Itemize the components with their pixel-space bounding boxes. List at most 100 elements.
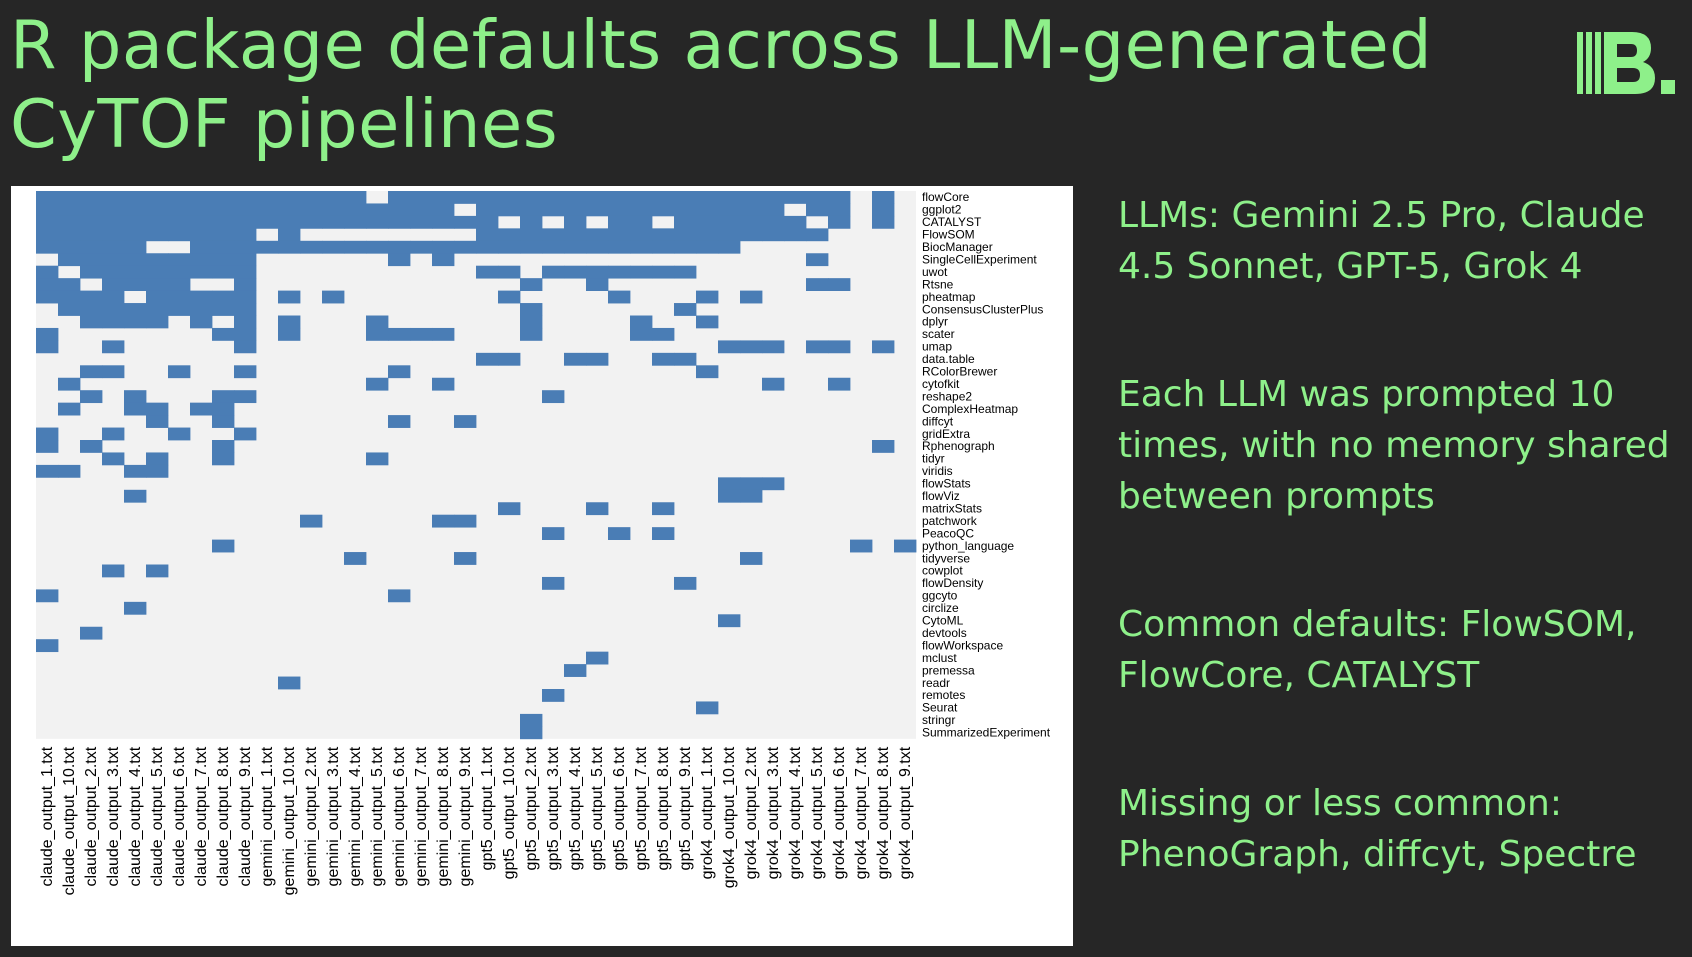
heatmap-cell [872, 203, 895, 217]
heatmap-cell [146, 564, 169, 578]
heatmap-cell [806, 278, 829, 291]
heatmap-cell [58, 464, 81, 478]
heatmap-cell [256, 240, 279, 254]
heatmap-cell [674, 240, 697, 254]
heatmap-cell [278, 290, 301, 304]
heatmap-cell [608, 203, 631, 217]
heatmap-cell [498, 290, 521, 304]
heatmap-cell [168, 265, 191, 279]
row-label: ggcyto [922, 589, 958, 603]
column-label: grok4_output_9.txt [897, 746, 914, 879]
heatmap-cell [564, 352, 587, 366]
heatmap-cell [608, 240, 631, 254]
heatmap-cell [696, 215, 719, 229]
heatmap-cell [432, 240, 455, 254]
heatmap-cell [454, 514, 477, 528]
heatmap-cell [828, 278, 851, 291]
heatmap-cell [828, 215, 851, 229]
heatmap-cell [762, 191, 785, 204]
heatmap-cell [58, 240, 81, 254]
heatmap-cell [146, 203, 169, 217]
heatmap-cell [762, 215, 785, 229]
row-label: ComplexHeatmap [922, 402, 1018, 416]
note-prompting: Each LLM was prompted 10 times, with no … [1118, 374, 1670, 517]
heatmap-cell [432, 215, 455, 229]
heatmap-cell [58, 278, 81, 291]
heatmap-cell [674, 215, 697, 229]
row-label: premessa [922, 663, 975, 677]
heatmap-cell [212, 452, 235, 466]
row-label: CATALYST [922, 215, 982, 229]
heatmap-cell [80, 228, 103, 242]
heatmap-cell [344, 203, 367, 217]
heatmap-cell [102, 203, 125, 217]
heatmap-cell [234, 203, 257, 217]
row-label: tidyverse [922, 551, 970, 565]
heatmap-cell [564, 664, 587, 677]
row-label: uwot [922, 265, 948, 279]
heatmap-cell [366, 215, 389, 229]
heatmap-cell [630, 228, 653, 242]
column-label: gpt5_output_2.txt [523, 746, 540, 870]
heatmap-cell [652, 191, 675, 204]
heatmap-cell [102, 365, 125, 379]
heatmap-cell [278, 327, 301, 341]
column-label: gpt5_output_10.txt [501, 746, 518, 879]
heatmap-cell [564, 228, 587, 242]
heatmap-cell [124, 203, 147, 217]
heatmap-cell [190, 402, 213, 416]
heatmap-cell [58, 377, 81, 391]
heatmap-cell [234, 265, 257, 279]
heatmap-cell [388, 215, 411, 229]
heatmap-cell [146, 415, 169, 428]
heatmap-cell [542, 203, 565, 217]
heatmap-cell [630, 191, 653, 204]
heatmap-cell [762, 477, 785, 491]
column-label: claude_output_8.txt [215, 746, 232, 886]
heatmap-cell [58, 253, 81, 267]
b-logo-icon [1577, 30, 1677, 100]
heatmap-cell [520, 327, 543, 341]
heatmap-cell [520, 315, 543, 329]
column-label: grok4_output_1.txt [699, 746, 716, 879]
heatmap-cell [124, 240, 147, 254]
row-label: flowViz [922, 489, 960, 503]
heatmap-cell [168, 303, 191, 316]
heatmap-cell [124, 489, 147, 503]
heatmap-cell [168, 228, 191, 242]
heatmap-cell [234, 191, 257, 204]
heatmap-cell [322, 290, 345, 304]
heatmap-cell [300, 215, 323, 229]
heatmap-cell [146, 228, 169, 242]
heatmap-cell [36, 464, 59, 478]
heatmap-cell [784, 228, 807, 242]
heatmap-cell [124, 265, 147, 279]
heatmap-cell [102, 191, 125, 204]
heatmap-cell [740, 340, 763, 354]
heatmap-cell [36, 440, 59, 453]
column-label: gpt5_output_7.txt [633, 746, 650, 870]
heatmap-cell [388, 253, 411, 267]
heatmap-cell [410, 240, 433, 254]
column-label: grok4_output_2.txt [743, 746, 760, 879]
column-label: grok4_output_4.txt [787, 746, 804, 879]
heatmap-cell [652, 502, 675, 516]
heatmap-cell [806, 203, 829, 217]
heatmap-cell [564, 215, 587, 229]
heatmap-cell [586, 352, 609, 366]
heatmap-cell [608, 215, 631, 229]
heatmap-cell [36, 203, 59, 217]
heatmap-cell [432, 514, 455, 528]
heatmap-cell [102, 253, 125, 267]
column-label: gpt5_output_1.txt [479, 746, 496, 870]
heatmap-cell [388, 365, 411, 379]
heatmap-cell [586, 191, 609, 204]
heatmap-cell [80, 315, 103, 329]
heatmap-cell [102, 240, 125, 254]
heatmap-cell [322, 215, 345, 229]
row-label: cytofkit [922, 377, 960, 391]
row-label: Rphenograph [922, 439, 995, 453]
column-label: grok4_output_3.txt [765, 746, 782, 879]
heatmap-cell [674, 265, 697, 279]
heatmap-cell [586, 278, 609, 291]
